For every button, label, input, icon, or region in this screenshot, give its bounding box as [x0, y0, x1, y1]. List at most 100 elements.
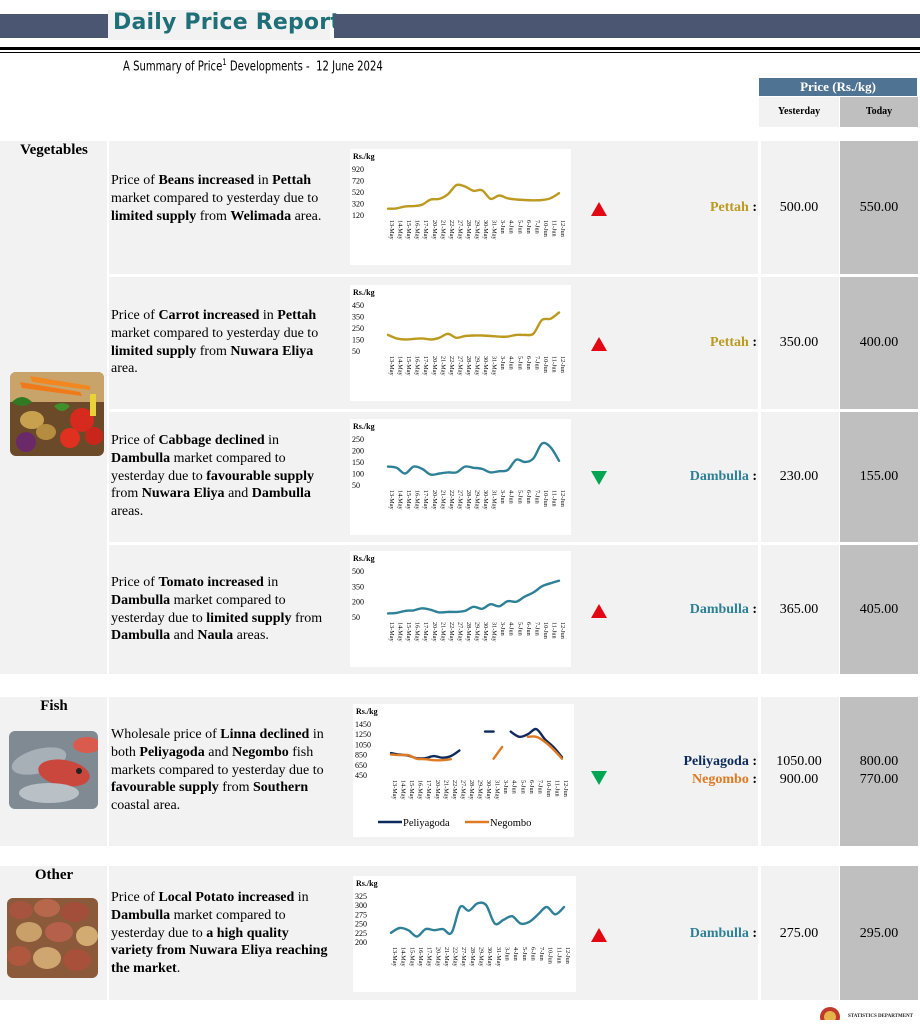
- description-fragment: from: [196, 343, 231, 359]
- linna-series-line-negombo: [526, 735, 564, 760]
- description-fragment: Price of: [111, 173, 159, 188]
- svg-text:STATISTICS DEPARTMENT: STATISTICS DEPARTMENT: [848, 1014, 914, 1019]
- description-fragment: in: [254, 173, 273, 188]
- description-fragment: market compared to yesterday due to: [111, 325, 319, 341]
- linna-xtick: 15-May: [408, 780, 415, 800]
- cabbage-xtick: 31-May: [491, 490, 498, 510]
- linna-xtick: 17-May: [425, 780, 432, 800]
- cabbage-ytick: 150: [352, 458, 364, 467]
- cabbage-xtick: 10-Jun: [542, 490, 549, 507]
- yesterday-cell-bg-tomato: [761, 545, 839, 674]
- yesterday-cell-bg-cabbage: [761, 412, 839, 542]
- carrot-ytick: 450: [352, 301, 364, 310]
- page-subtitle: A Summary of Price1 Developments - 12 Ju…: [123, 58, 383, 74]
- beans-xtick: 12-Jun: [559, 220, 566, 237]
- trend-up-icon-potato: [591, 928, 607, 942]
- potato-xtick: 16-May: [417, 947, 424, 967]
- description-fragment: Pettah: [277, 308, 317, 323]
- market-colon: :: [748, 469, 757, 484]
- description-fragment: market compared to yesterday due to: [111, 450, 286, 484]
- beans-xtick: 10-Jun: [542, 220, 549, 237]
- header-band-left: [0, 14, 108, 38]
- description-fragment: Cabbage declined: [158, 433, 265, 448]
- market-name-text: Negombo: [692, 772, 749, 787]
- linna-ytick: 450: [355, 771, 367, 780]
- beans-xtick: 17-May: [422, 220, 429, 240]
- linna-xtick: 27-May: [459, 780, 466, 800]
- description-fragment: limited supply: [206, 610, 292, 626]
- tomato-xtick: 7-Jun: [533, 622, 540, 636]
- market-name-text: Pettah: [709, 335, 749, 350]
- carrot-ytick: 350: [352, 313, 364, 322]
- description-fragment: and: [204, 744, 232, 760]
- yesterday-price-carrot-pettah: 350.00: [779, 335, 819, 350]
- description-fragment: Price of: [111, 890, 159, 905]
- market-name-text: Dambulla: [689, 602, 749, 617]
- market-name-negombo: Negombo :: [587, 772, 757, 788]
- linna-xtick: 30-May: [485, 780, 492, 800]
- beans-series-line: [386, 183, 561, 210]
- potato-xtick: 20-May: [434, 947, 441, 967]
- potato-xtick: 6-Jun: [529, 947, 536, 961]
- yesterday-price-potato-dambulla: 275.00: [779, 926, 819, 941]
- description-fragment: Price of: [111, 575, 159, 590]
- tomato-xtick: 16-May: [414, 622, 421, 642]
- description-fragment: in: [264, 433, 280, 448]
- beans-xtick: 5-Jun: [516, 220, 523, 234]
- yesterday-price-linna-negombo: 900.00: [779, 772, 819, 787]
- carrot-xtick: 17-May: [422, 356, 429, 376]
- market-colon: :: [748, 602, 757, 617]
- beans-xtick: 29-May: [474, 220, 481, 240]
- carrot-ytick: 50: [352, 347, 360, 356]
- carrot-series-line: [386, 311, 561, 341]
- description-fragment: in both: [111, 727, 324, 760]
- page-title: Daily Price Report: [113, 10, 342, 35]
- linna-legend-label: Negombo: [490, 818, 531, 829]
- description-fragment: .: [176, 961, 181, 977]
- header-band-right: [334, 14, 920, 38]
- carrot-xtick: 5-Jun: [516, 356, 523, 370]
- today-cell-bg-cabbage: [840, 412, 918, 542]
- beans-xtick: 27-May: [456, 220, 463, 240]
- today-cell-bg-carrot: [840, 277, 918, 409]
- carrot-ytick: 150: [352, 336, 364, 345]
- cabbage-xtick: 20-May: [431, 490, 438, 510]
- description-fragment: in: [294, 890, 309, 905]
- today-price-linna-negombo: 770.00: [859, 772, 899, 787]
- today-price-linna-peliyagoda: 800.00: [859, 754, 899, 769]
- potato-xtick: 29-May: [478, 947, 485, 967]
- carrot-xtick: 10-Jun: [542, 356, 549, 373]
- linna-ytick: 850: [355, 751, 367, 760]
- carrot-xtick: 6-Jun: [525, 356, 532, 370]
- linna-xtick: 21-May: [442, 780, 449, 800]
- linna-xtick: 20-May: [434, 780, 441, 800]
- description-fragment: Pettah: [272, 173, 312, 188]
- description-fragment: limited supply: [111, 208, 197, 224]
- potato-xtick: 3-Jun: [503, 947, 510, 961]
- yesterday-cell-bg-potato: [761, 866, 839, 1000]
- market-name-dambulla: Dambulla :: [587, 926, 757, 942]
- potato-xtick: 4-Jun: [512, 947, 519, 961]
- linna-xtick: 31-May: [494, 780, 501, 800]
- beans-xtick: 14-May: [397, 220, 404, 240]
- fish-photo: [9, 731, 98, 809]
- cabbage-ylabel: Rs./kg: [353, 422, 375, 431]
- tomato-xtick: 17-May: [422, 622, 429, 642]
- tomato-xtick: 31-May: [491, 622, 498, 642]
- potato-xtick: 21-May: [443, 947, 450, 967]
- beans-ytick: 520: [352, 188, 364, 197]
- cabbage-xtick: 30-May: [482, 490, 489, 510]
- description-fragment: Dambulla: [251, 486, 311, 502]
- description-fragment: Wholesale price of: [111, 727, 221, 742]
- description-fragment: market compared to yesterday due to: [111, 592, 286, 626]
- chart-tomato: Rs./kg 50 200 350 500 13-May 14-May 15-May 16-Ma…: [350, 551, 571, 667]
- beans-xtick: 11-Jun: [550, 220, 557, 237]
- tomato-xtick: 15-May: [405, 622, 412, 642]
- carrot-xtick: 12-Jun: [559, 356, 566, 373]
- linna-ytick: 650: [355, 761, 367, 770]
- linna-series-line-peliyagoda: [509, 727, 564, 759]
- description-fragment: Carrot increased: [158, 308, 260, 323]
- beans-ylabel: Rs./kg: [353, 152, 375, 161]
- subtitle-date: Developments - 12 June 2024: [226, 59, 383, 75]
